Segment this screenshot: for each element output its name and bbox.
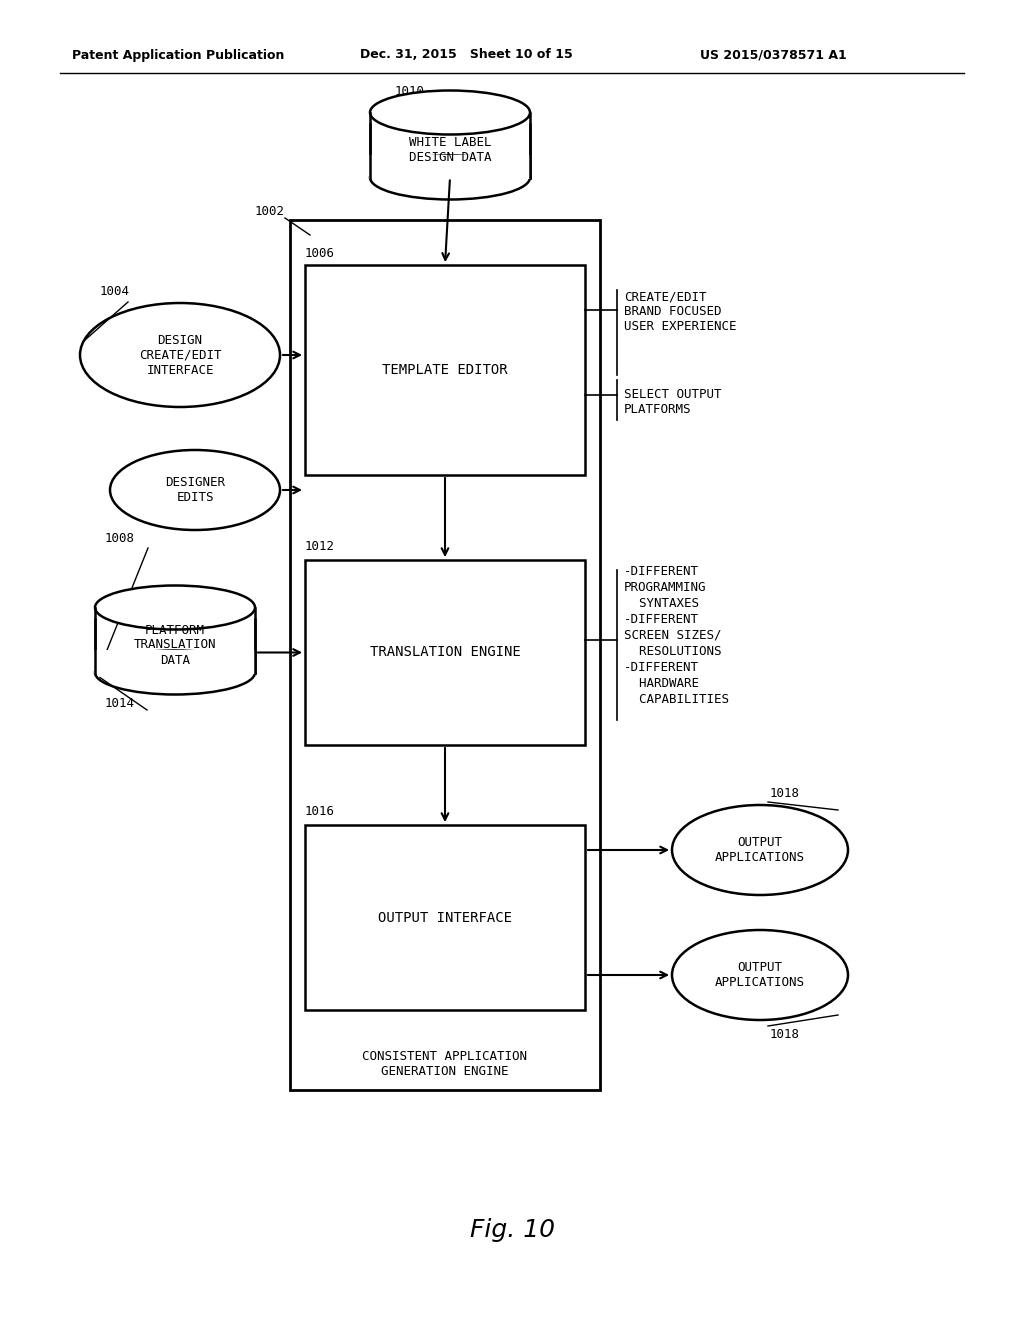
Text: OUTPUT
APPLICATIONS: OUTPUT APPLICATIONS: [715, 961, 805, 989]
Text: CREATE/EDIT
BRAND FOCUSED
USER EXPERIENCE: CREATE/EDIT BRAND FOCUSED USER EXPERIENC…: [624, 290, 736, 333]
Text: 1010: 1010: [395, 84, 425, 98]
Ellipse shape: [370, 156, 530, 199]
Text: 1006: 1006: [305, 247, 335, 260]
Bar: [95, 607, 255, 672]
Text: -DIFFERENT
PROGRAMMING
  SYNTAXES
-DIFFERENT
SCREEN SIZES/
  RESOLUTIONS
-DIFFER: -DIFFERENT PROGRAMMING SYNTAXES -DIFFERE…: [624, 565, 729, 706]
Text: TRANSLATION ENGINE: TRANSLATION ENGINE: [370, 645, 520, 660]
Text: DESIGNER
EDITS: DESIGNER EDITS: [165, 477, 225, 504]
Text: WHITE LABEL
DESIGN DATA: WHITE LABEL DESIGN DATA: [409, 136, 492, 164]
Bar: [290, 220, 600, 1090]
Text: 1002: 1002: [255, 205, 285, 218]
Ellipse shape: [370, 91, 530, 135]
Bar: [305, 265, 585, 475]
Text: TEMPLATE EDITOR: TEMPLATE EDITOR: [382, 363, 508, 378]
Text: 1008: 1008: [105, 532, 135, 545]
Text: Fig. 10: Fig. 10: [469, 1218, 555, 1242]
Text: 1004: 1004: [100, 285, 130, 298]
Bar: [370, 112, 530, 177]
Ellipse shape: [95, 651, 255, 694]
Text: CONSISTENT APPLICATION
GENERATION ENGINE: CONSISTENT APPLICATION GENERATION ENGINE: [362, 1049, 527, 1078]
Bar: [305, 560, 585, 744]
Text: 1012: 1012: [305, 540, 335, 553]
Ellipse shape: [672, 931, 848, 1020]
Ellipse shape: [672, 805, 848, 895]
Text: Dec. 31, 2015   Sheet 10 of 15: Dec. 31, 2015 Sheet 10 of 15: [360, 49, 572, 62]
Bar: [369, 154, 531, 178]
Ellipse shape: [110, 450, 280, 531]
Text: OUTPUT
APPLICATIONS: OUTPUT APPLICATIONS: [715, 836, 805, 865]
Text: SELECT OUTPUT
PLATFORMS: SELECT OUTPUT PLATFORMS: [624, 388, 722, 416]
Text: 1014: 1014: [105, 697, 135, 710]
Ellipse shape: [95, 586, 255, 630]
Text: 1018: 1018: [770, 787, 800, 800]
Bar: [94, 649, 256, 673]
Text: PLATFORM
TRANSLATION
DATA: PLATFORM TRANSLATION DATA: [134, 623, 216, 667]
Ellipse shape: [80, 304, 280, 407]
Text: OUTPUT INTERFACE: OUTPUT INTERFACE: [378, 911, 512, 924]
Bar: [305, 825, 585, 1010]
Text: 1018: 1018: [770, 1028, 800, 1041]
Text: US 2015/0378571 A1: US 2015/0378571 A1: [700, 49, 847, 62]
Text: Patent Application Publication: Patent Application Publication: [72, 49, 285, 62]
Text: 1016: 1016: [305, 805, 335, 818]
Text: DESIGN
CREATE/EDIT
INTERFACE: DESIGN CREATE/EDIT INTERFACE: [138, 334, 221, 376]
